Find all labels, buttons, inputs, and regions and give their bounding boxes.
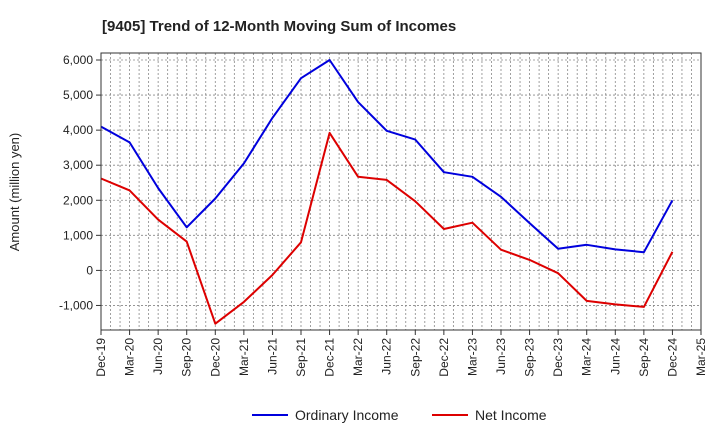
y-tick-label: 5,000 bbox=[63, 88, 93, 102]
y-axis-label: Amount (million yen) bbox=[7, 133, 22, 252]
legend: Ordinary Income Net Income bbox=[252, 407, 547, 423]
y-tick-label: 4,000 bbox=[63, 123, 93, 137]
x-tick-label: Sep-24 bbox=[637, 338, 651, 377]
y-tick-label: 0 bbox=[86, 263, 93, 277]
series-lines bbox=[100, 59, 674, 325]
x-axis: Dec-19 Mar-20 Jun-20 Sep-20 Dec-20 Mar-21 Jun-… bbox=[94, 330, 708, 377]
x-tick-label: Jun-23 bbox=[494, 338, 508, 375]
x-tick-label: Dec-22 bbox=[437, 338, 451, 377]
x-tick-label: Dec-20 bbox=[208, 338, 222, 377]
x-tick-label: Sep-22 bbox=[408, 338, 422, 377]
y-tick-label: -1,000 bbox=[59, 298, 93, 312]
series-line-ordinary-income bbox=[100, 59, 674, 254]
grid bbox=[100, 53, 702, 330]
x-tick-label: Dec-21 bbox=[323, 338, 337, 377]
x-tick-label: Dec-19 bbox=[94, 338, 108, 377]
x-tick-label: Sep-20 bbox=[180, 338, 194, 377]
x-tick-label: Jun-20 bbox=[151, 338, 165, 375]
y-tick-label: 2,000 bbox=[63, 193, 93, 207]
y-tick-label: 6,000 bbox=[63, 53, 93, 67]
y-axis: -1,000 0 1,000 2,000 3,000 4,000 5,000 6,000 bbox=[59, 53, 101, 312]
x-tick-label: Mar-20 bbox=[123, 338, 137, 376]
plot-frame bbox=[100, 52, 702, 331]
x-tick-label: Dec-24 bbox=[665, 338, 679, 377]
x-tick-label: Dec-23 bbox=[551, 338, 565, 377]
y-tick-label: 1,000 bbox=[63, 228, 93, 242]
x-tick-label: Mar-22 bbox=[351, 338, 365, 376]
x-tick-label: Mar-24 bbox=[580, 338, 594, 376]
x-tick-label: Jun-24 bbox=[608, 338, 622, 375]
x-tick-label: Jun-22 bbox=[380, 338, 394, 375]
x-tick-label: Jun-21 bbox=[265, 338, 279, 375]
series-line-net-income bbox=[100, 131, 674, 325]
x-tick-label: Sep-23 bbox=[523, 338, 537, 377]
x-tick-label: Mar-25 bbox=[694, 338, 708, 376]
y-tick-label: 3,000 bbox=[63, 158, 93, 172]
chart-title: [9405] Trend of 12-Month Moving Sum of I… bbox=[102, 18, 456, 35]
x-tick-label: Sep-21 bbox=[294, 338, 308, 377]
legend-label: Net Income bbox=[475, 407, 547, 423]
x-tick-label: Mar-23 bbox=[465, 338, 479, 376]
legend-label: Ordinary Income bbox=[295, 407, 399, 423]
x-tick-label: Mar-21 bbox=[237, 338, 251, 376]
